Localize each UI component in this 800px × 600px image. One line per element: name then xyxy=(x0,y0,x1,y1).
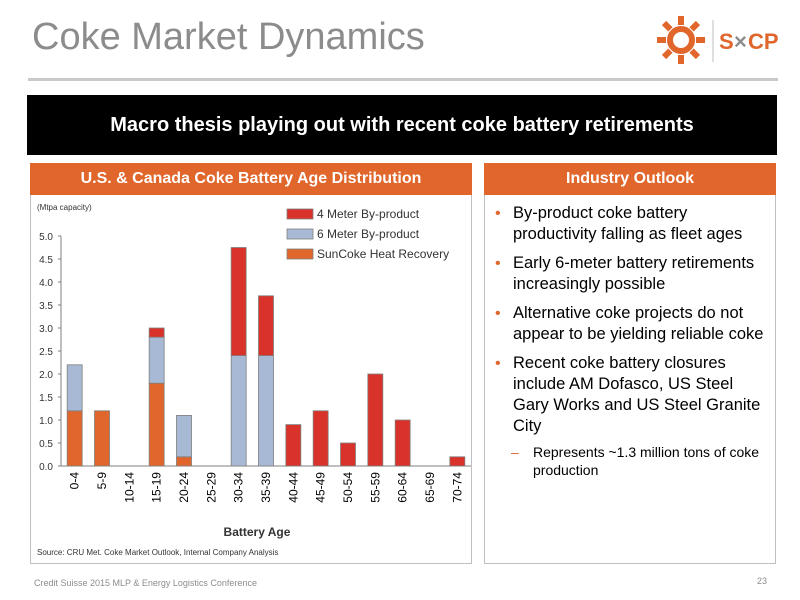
outlook-bullets: By-product coke battery productivity fal… xyxy=(485,195,775,437)
x-tick-label: 10-14 xyxy=(122,472,136,503)
x-axis-title: Battery Age xyxy=(224,525,291,539)
x-tick-label: 40-44 xyxy=(286,472,300,503)
sun-gear-icon xyxy=(657,16,705,64)
bar-segment xyxy=(148,336,165,384)
outlook-bullet: By-product coke battery productivity fal… xyxy=(491,203,769,245)
bar-segment xyxy=(66,410,83,467)
logo-text-cp: CP xyxy=(748,29,779,54)
x-tick-label: 60-64 xyxy=(396,472,410,503)
y-tick-label: 2.0 xyxy=(39,370,53,381)
legend-label: 6 Meter By-product xyxy=(317,227,420,241)
bar-segment xyxy=(148,382,165,467)
bar-segment xyxy=(258,355,274,467)
legend-swatch xyxy=(286,208,314,220)
y-tick-label: 0.5 xyxy=(39,439,53,450)
x-tick-label: 50-54 xyxy=(341,472,355,503)
bar-segment xyxy=(66,364,83,412)
chart-panel-header: U.S. & Canada Coke Battery Age Distribut… xyxy=(30,163,472,195)
chart-panel: 0.0 0.5 1.0 1.5 2.0 2.5 3.0 3.5 4.0 4.5 5.0 0-4 5-9 1… xyxy=(30,195,472,564)
outlook-bullet: Recent coke battery closures include AM … xyxy=(491,353,769,437)
outlook-panel-header: Industry Outlook xyxy=(484,163,776,195)
y-tick-label: 1.0 xyxy=(39,416,53,427)
x-tick-label: 70-74 xyxy=(450,472,464,503)
y-tick-label: 3.5 xyxy=(39,301,53,312)
y-tick-label: 4.0 xyxy=(39,278,53,289)
y-tick-label: 1.5 xyxy=(39,393,53,404)
slide-title: Coke Market Dynamics xyxy=(32,16,425,58)
bar-segment xyxy=(312,410,329,467)
legend-swatch xyxy=(286,228,314,240)
x-tick-label: 15-19 xyxy=(150,472,164,503)
x-tick-label: 65-69 xyxy=(423,472,437,503)
unit-label: (Mtpa capacity) xyxy=(37,203,92,212)
x-tick-label: 55-59 xyxy=(368,472,382,503)
logo-text-s: S xyxy=(719,29,734,54)
legend-label: SunCoke Heat Recovery xyxy=(317,247,449,261)
x-tick-label: 25-29 xyxy=(204,472,218,503)
bar-segment xyxy=(94,410,110,467)
battery-age-chart: 0.0 0.5 1.0 1.5 2.0 2.5 3.0 3.5 4.0 4.5 5.0 0-4 5-9 1… xyxy=(37,203,471,557)
bar-segment xyxy=(230,247,247,356)
x-tick-label: 35-39 xyxy=(259,472,273,503)
bar-segment xyxy=(176,456,192,467)
y-tick-label: 4.5 xyxy=(39,255,53,266)
outlook-sub-bullet: Represents ~1.3 million tons of coke pro… xyxy=(485,443,775,479)
outlook-bullet: Early 6-meter battery retirements increa… xyxy=(491,253,769,295)
thesis-banner: Macro thesis playing out with recent cok… xyxy=(27,95,777,155)
legend-swatch xyxy=(286,248,314,260)
company-logo: S × CP xyxy=(657,16,779,64)
y-tick-label: 3.0 xyxy=(39,324,53,335)
x-tick-label: 5-9 xyxy=(95,472,109,490)
bar-segment xyxy=(285,424,302,467)
bar-segment xyxy=(148,327,165,338)
title-divider xyxy=(28,78,778,81)
source-note: Source: CRU Met. Coke Market Outlook, In… xyxy=(37,548,278,557)
bar-segment xyxy=(394,419,411,467)
bar-segment xyxy=(258,295,274,357)
outlook-panel: By-product coke battery productivity fal… xyxy=(484,195,776,564)
y-tick-label: 2.5 xyxy=(39,347,53,358)
bar-segment xyxy=(340,442,356,467)
bar-segment xyxy=(449,456,466,467)
page-number: 23 xyxy=(757,576,768,586)
bar-segment xyxy=(176,414,192,458)
x-tick-label: 45-49 xyxy=(314,472,328,503)
footer-text: Credit Suisse 2015 MLP & Energy Logistic… xyxy=(34,578,257,588)
y-tick-label: 5.0 xyxy=(39,232,53,243)
x-tick-label: 30-34 xyxy=(232,472,246,503)
x-tick-label: 0-4 xyxy=(68,472,82,490)
logo-x-mark: × xyxy=(734,29,747,54)
outlook-bullet: Alternative coke projects do not appear … xyxy=(491,303,769,345)
x-tick-label: 20-24 xyxy=(177,472,191,503)
y-tick-label: 0.0 xyxy=(39,462,53,473)
bar-segment xyxy=(367,373,384,467)
legend-label: 4 Meter By-product xyxy=(317,207,420,221)
bar-segment xyxy=(230,355,247,467)
